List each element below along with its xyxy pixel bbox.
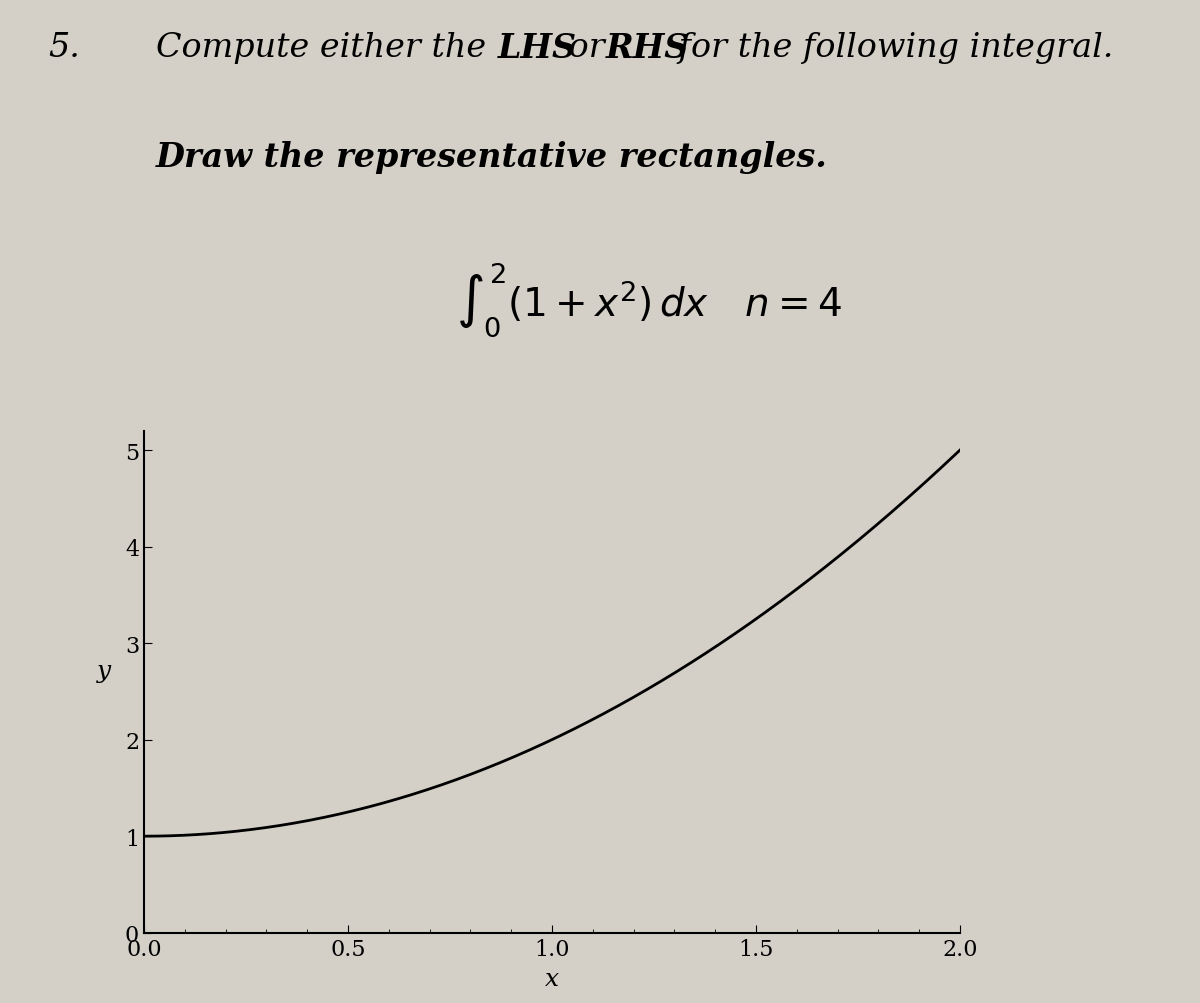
Text: 5.: 5. <box>48 32 80 64</box>
Text: Draw the representative rectangles.: Draw the representative rectangles. <box>156 140 828 174</box>
Text: RHS: RHS <box>606 32 689 65</box>
Text: for the following integral.: for the following integral. <box>668 32 1114 64</box>
X-axis label: x: x <box>545 967 559 990</box>
Text: Compute either the: Compute either the <box>156 32 497 64</box>
Text: or: or <box>558 32 616 64</box>
Text: $\int_0^2 (1+x^2)\,dx \quad n = 4$: $\int_0^2 (1+x^2)\,dx \quad n = 4$ <box>456 261 842 339</box>
Text: LHS: LHS <box>498 32 577 65</box>
Y-axis label: y: y <box>97 659 112 682</box>
